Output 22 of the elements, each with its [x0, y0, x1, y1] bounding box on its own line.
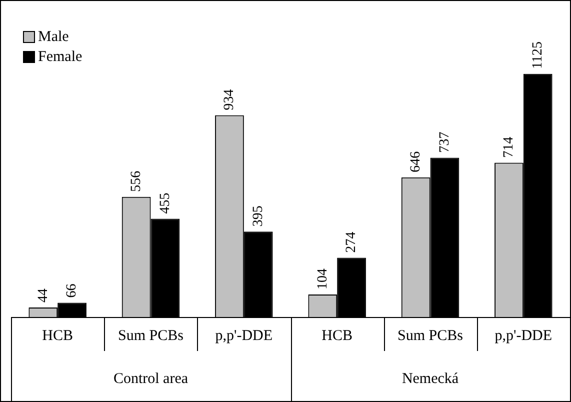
- data-label: 556: [128, 170, 144, 192]
- data-label: 934: [222, 89, 238, 110]
- data-label: 646: [408, 151, 424, 172]
- data-label: 66: [64, 284, 80, 298]
- data-label: 395: [251, 206, 266, 227]
- legend-label: Male: [38, 28, 69, 46]
- x-tick-label: p,p'-DDE: [494, 328, 552, 344]
- x-tick-label: Sum PCBs: [398, 328, 464, 344]
- x-tick-label: p,p'-DDE: [215, 328, 273, 344]
- data-label: 274: [344, 232, 360, 253]
- data-label: 1125: [530, 41, 546, 69]
- legend-label: Female: [38, 48, 82, 66]
- x-tick-label: Sum PCBs: [118, 328, 184, 344]
- data-label: 714: [502, 136, 517, 158]
- x-tick-label: HCB: [322, 328, 353, 344]
- data-label: 104: [315, 268, 330, 290]
- data-label: 737: [437, 132, 452, 153]
- text: Control area: [113, 370, 188, 387]
- data-label: 455: [158, 192, 173, 214]
- x-tick-label: HCB: [42, 328, 74, 344]
- text: Nemecká: [402, 370, 459, 387]
- data-label: 44: [36, 288, 51, 302]
